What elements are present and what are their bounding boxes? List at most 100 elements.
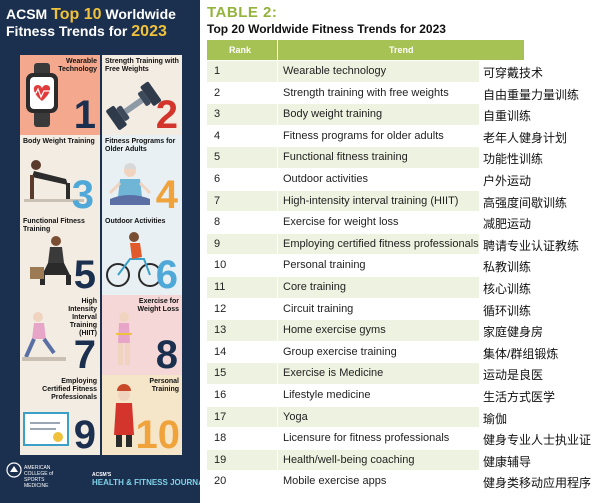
row-band (207, 168, 479, 190)
row-rank: 18 (214, 432, 227, 445)
tile-number: 1 (73, 93, 96, 135)
row-rank: 15 (214, 367, 227, 380)
row-band (207, 147, 479, 168)
col-divider (277, 341, 278, 363)
tile-weight-loss: Exercise for Weight Loss 8 (102, 295, 182, 375)
row-trend-chinese: 健身专业人士执业证 (483, 433, 592, 448)
row-rank: 13 (214, 324, 227, 337)
col-divider (277, 168, 278, 190)
row-trend: Employing certified fitness professional… (283, 237, 479, 250)
tile-label: Fitness Programs for Older Adults (105, 138, 176, 153)
row-rank: 2 (214, 86, 221, 99)
tile-strength-training: Strength Training with Free Weights 2 (102, 55, 182, 135)
table-row: 11 Core training 核心训练 (207, 276, 600, 299)
row-trend: Personal training (283, 259, 366, 272)
row-trend: Yoga (283, 410, 308, 423)
row-band (207, 320, 479, 341)
row-trend: Fitness programs for older adults (283, 129, 444, 142)
row-rank: 3 (214, 108, 221, 121)
row-trend: Mobile exercise apps (283, 475, 387, 488)
row-trend-chinese: 瑜伽 (483, 411, 508, 426)
table-row: 14 Group exercise training 集体/群组锻炼 (207, 341, 600, 364)
row-band (207, 233, 479, 255)
row-trend-chinese: 高强度间歇训练 (483, 195, 568, 210)
tile-number: 8 (155, 333, 178, 375)
col-header-trend: Trend (389, 45, 414, 55)
row-trend-chinese: 老年人健身计划 (483, 130, 568, 145)
row-trend-chinese: 运动是良医 (483, 368, 544, 383)
table-row: 15 Exercise is Medicine 运动是良医 (207, 363, 600, 385)
row-trend-chinese: 可穿戴技术 (483, 66, 544, 80)
table-label: TABLE 2: (207, 4, 278, 21)
row-band (207, 190, 479, 212)
tile-wearable-technology: Wearable Technology 1 (20, 55, 100, 135)
personal-trainer-icon (114, 384, 134, 447)
row-trend: Exercise for weight loss (283, 216, 399, 229)
table-row: 8 Exercise for weight loss 减肥运动 (207, 212, 600, 234)
row-rank: 17 (214, 410, 227, 423)
heading-worldwide: Worldwide (101, 6, 176, 22)
tile-label: Body Weight Training (23, 138, 95, 145)
col-divider (277, 363, 278, 384)
tile-personal-training: Personal Training 10 (102, 375, 182, 455)
journal-name: HEALTH & FITNESS JOURNAL (92, 478, 200, 487)
tile-number: 7 (73, 333, 96, 375)
acsm-logo-icon (6, 462, 22, 478)
pushup-person-icon (24, 160, 84, 202)
heading-top10: Top 10 (51, 6, 102, 23)
row-trend: Functional fitness training (283, 151, 408, 164)
row-trend: Strength training with free weights (283, 86, 449, 99)
row-band (207, 471, 479, 492)
table-row: 12 Circuit training 循环训练 (207, 298, 600, 321)
certificate-icon (23, 412, 69, 446)
row-band (207, 363, 479, 384)
row-band (207, 61, 479, 82)
tile-number: 5 (73, 253, 96, 295)
col-divider (277, 82, 278, 104)
smartwatch-icon (26, 63, 58, 127)
poster-heading: ACSM Top 10 Worldwide Fitness Trends for… (6, 6, 196, 40)
heading-year: 2023 (131, 23, 167, 40)
woman-measuring-icon (116, 312, 132, 365)
row-rank: 14 (214, 345, 227, 358)
row-band (207, 104, 479, 125)
row-trend: Licensure for fitness professionals (283, 432, 450, 445)
row-band (207, 212, 479, 233)
row-rank: 6 (214, 172, 221, 185)
table-row: 4 Fitness programs for older adults 老年人健身计… (207, 125, 600, 148)
row-band (207, 428, 479, 449)
table-row: 17 Yoga 瑜伽 (207, 406, 600, 429)
tile-number: 2 (155, 93, 178, 135)
row-trend-chinese: 核心训练 (483, 281, 532, 296)
tile-label: Strength Training with Free Weights (105, 58, 179, 73)
table-row: 18 Licensure for fitness professionals 健身专… (207, 428, 600, 450)
row-trend-chinese: 私教训练 (483, 260, 532, 275)
tile-number: 6 (155, 253, 178, 295)
hiit-athlete-icon (22, 312, 66, 361)
tile-label: Personal Training (149, 378, 179, 393)
row-rank: 1 (214, 65, 221, 77)
col-divider (277, 212, 278, 233)
tile-number: 3 (71, 173, 94, 215)
infographic-poster: ACSM Top 10 Worldwide Fitness Trends for… (0, 0, 200, 503)
col-divider (277, 61, 278, 82)
row-rank: 16 (214, 388, 227, 401)
row-trend-chinese: 循环训练 (483, 303, 532, 318)
cyclist-icon (106, 232, 162, 287)
col-divider (277, 125, 278, 147)
row-band (207, 255, 479, 276)
table-header: Rank Trend (207, 40, 524, 60)
row-rank: 10 (214, 259, 227, 272)
table-title: Top 20 Worldwide Fitness Trends for 2023 (207, 22, 446, 36)
tile-hiit: High Intensity Interval Training (HIIT) … (20, 295, 100, 375)
tile-functional-fitness: Functional Fitness Training 5 (20, 215, 100, 295)
tile-label: High Intensity Interval Training (HIIT) (68, 298, 97, 337)
row-band (207, 82, 479, 104)
row-trend: Lifestyle medicine (283, 388, 371, 401)
heading-fitness-trends: Fitness Trends (6, 23, 109, 39)
table-row: 6 Outdoor activities 户外运动 (207, 168, 600, 191)
heading-for: for (108, 23, 132, 39)
tile-outdoor-activities: Outdoor Activities 6 (102, 215, 182, 295)
row-band (207, 406, 479, 428)
tile-number: 4 (155, 173, 178, 215)
